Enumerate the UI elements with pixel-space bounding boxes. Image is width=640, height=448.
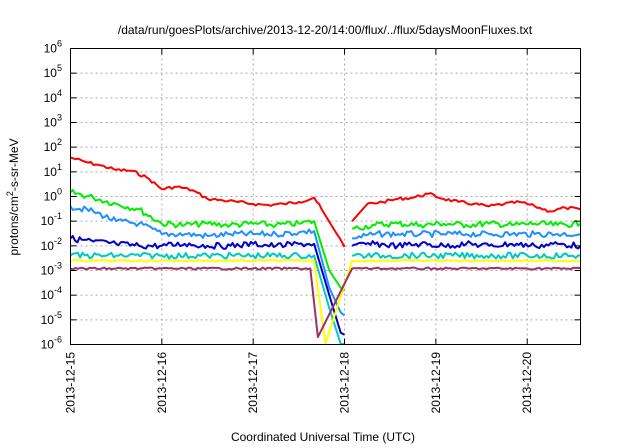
- y-tick-label: 10-1: [41, 211, 62, 228]
- y-tick-label-base: 10: [44, 140, 58, 154]
- y-tick-label: 104: [44, 88, 62, 105]
- y-tick-label-base: 10: [41, 313, 55, 327]
- y-tick-label-base: 10: [44, 91, 58, 105]
- x-tick-label: 2013-12-15: [64, 352, 78, 414]
- series-line-5: [69, 251, 581, 345]
- y-tick-label: 10-6: [41, 335, 62, 352]
- y-tick-label-exponent: 3: [57, 113, 62, 123]
- y-tick-label: 10-4: [41, 285, 62, 302]
- y-tick-label-exponent: -6: [54, 335, 62, 345]
- y-tick-label: 10-3: [41, 261, 62, 278]
- y-tick-label-base: 10: [44, 116, 58, 130]
- y-tick-label: 10-5: [41, 310, 62, 327]
- series-group: [69, 156, 582, 345]
- y-axis-label-sup: 2: [5, 191, 15, 196]
- y-tick-label-exponent: 6: [57, 39, 62, 49]
- y-axis-label: protons/cm2-s-sr-MeV: [5, 138, 21, 255]
- y-tick-label-exponent: 5: [57, 63, 62, 73]
- y-axis-label-prefix: protons/cm: [7, 196, 21, 255]
- y-tick-label-exponent: 4: [57, 88, 62, 98]
- y-tick-label: 106: [44, 39, 62, 56]
- series-line-3: [69, 205, 581, 317]
- y-tick-label-base: 10: [41, 288, 55, 302]
- y-tick-label: 102: [44, 137, 62, 154]
- y-tick-label: 100: [44, 187, 62, 204]
- y-tick-label-exponent: -3: [54, 261, 62, 271]
- y-tick-label: 10-2: [41, 236, 62, 253]
- y-tick-label-exponent: -4: [54, 285, 62, 295]
- x-tick-label: 2013-12-20: [520, 352, 534, 414]
- y-tick-label: 105: [44, 63, 62, 80]
- x-tick-label: 2013-12-19: [429, 352, 443, 414]
- y-tick-label-exponent: -1: [54, 211, 62, 221]
- x-tick-label: 2013-12-18: [338, 352, 352, 414]
- y-tick-label-exponent: 1: [57, 162, 62, 172]
- x-tick-label: 2013-12-16: [155, 352, 169, 414]
- axis-ticks: 10-610-510-410-310-210-11001011021031041…: [41, 39, 581, 414]
- y-tick-label-base: 10: [44, 190, 58, 204]
- y-tick-label-base: 10: [44, 165, 58, 179]
- y-axis-label-suffix: -s-sr-MeV: [7, 138, 21, 191]
- y-tick-label-base: 10: [44, 66, 58, 80]
- y-tick-label-base: 10: [41, 239, 55, 253]
- y-tick-label-exponent: 0: [57, 187, 62, 197]
- y-tick-label-base: 10: [44, 42, 58, 56]
- grid: [70, 48, 581, 345]
- y-tick-label: 101: [44, 162, 62, 179]
- y-tick-label: 103: [44, 113, 62, 130]
- y-tick-label-base: 10: [41, 338, 55, 352]
- series-line-4: [69, 235, 582, 336]
- x-axis-label: Coordinated Universal Time (UTC): [231, 430, 415, 444]
- y-tick-label-base: 10: [41, 214, 55, 228]
- y-tick-label-exponent: -2: [54, 236, 62, 246]
- y-tick-label-base: 10: [41, 264, 55, 278]
- y-tick-label-exponent: -5: [54, 310, 62, 320]
- y-tick-label-exponent: 2: [57, 137, 62, 147]
- x-tick-label: 2013-12-17: [246, 352, 260, 414]
- chart-title: /data/run/goesPlots/archive/2013-12-20/1…: [118, 23, 533, 37]
- series-line-1: [70, 156, 581, 248]
- series-line-2: [69, 188, 582, 292]
- series-line-7: [70, 266, 581, 339]
- series-line-6: [70, 258, 581, 345]
